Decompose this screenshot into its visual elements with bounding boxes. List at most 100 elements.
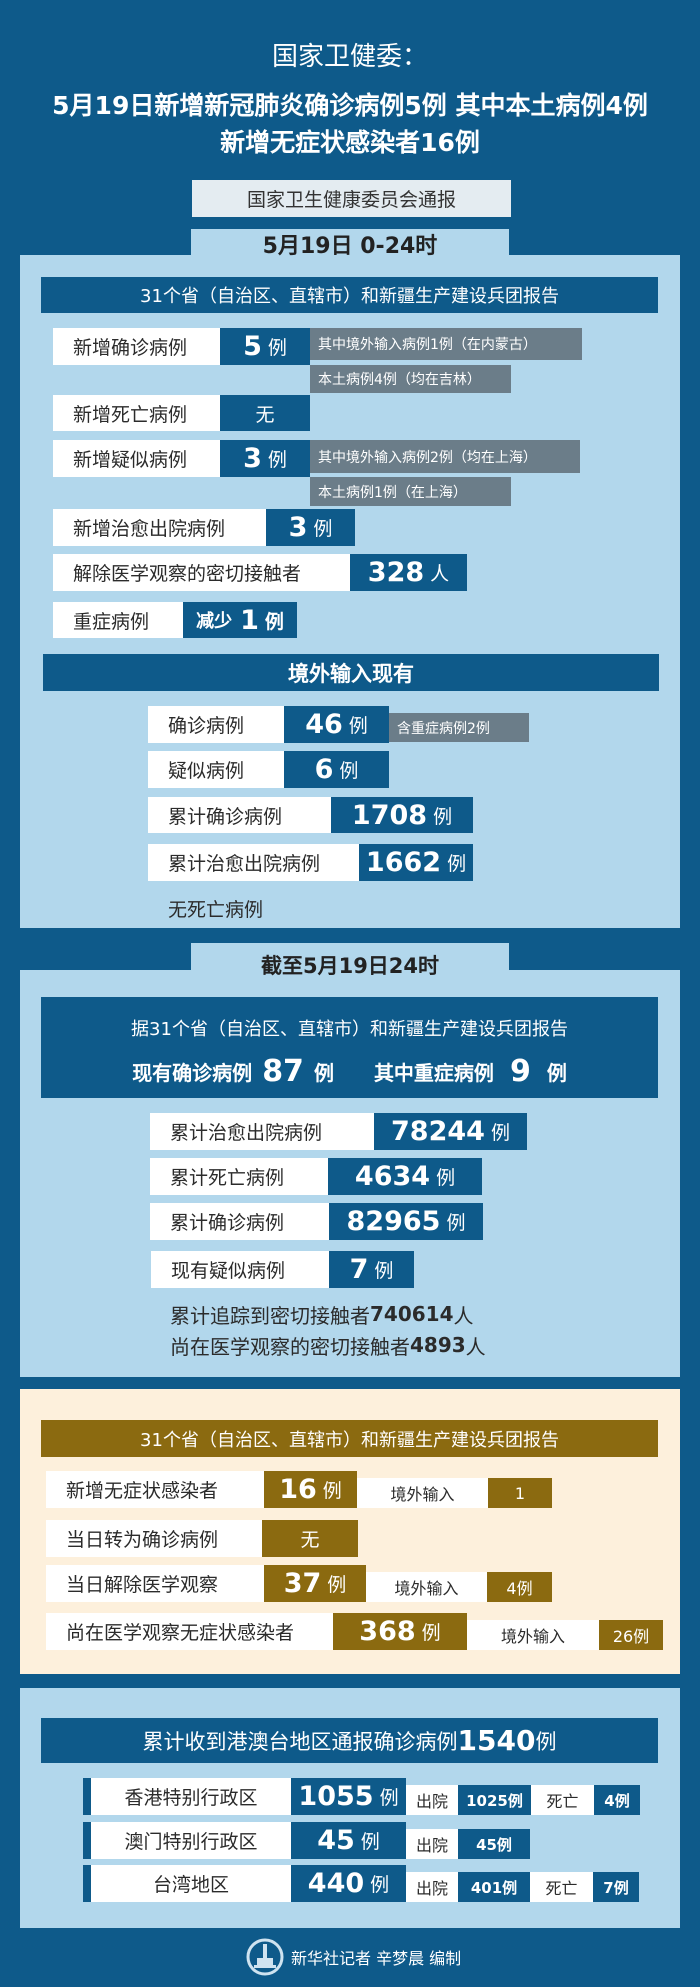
new-confirmed-note-local: 本土病例4例（均在吉林） <box>310 365 511 393</box>
new-asymptomatic-value: 16 例 <box>264 1471 357 1508</box>
value: 82965 <box>346 1206 441 1237</box>
hmt-title: 累计收到港澳台地区通报确诊病例 1540 例 <box>41 1718 658 1763</box>
current-suspected-label: 现有疑似病例 <box>151 1251 329 1288</box>
unit: 例 <box>433 805 453 828</box>
unit: 例 <box>339 760 359 782</box>
total-deaths-value: 4634 例 <box>328 1158 482 1195</box>
unit: 例 <box>264 610 284 633</box>
under-observation-asymptomatic-label: 尚在医学观察无症状感染者 <box>46 1613 333 1650</box>
row-stripe <box>83 1778 91 1815</box>
hk-deaths-label: 死亡 <box>531 1785 594 1815</box>
value: 4634 <box>354 1161 431 1192</box>
imported-total-value: 1708 例 <box>331 797 473 833</box>
unit: 例 <box>327 1574 347 1596</box>
source-label: 国家卫生健康委员会通报 <box>192 180 511 217</box>
value: 5 <box>243 331 262 362</box>
unit: 人 <box>453 1303 474 1328</box>
value: 1662 <box>365 847 442 878</box>
unit: 例 <box>379 1787 399 1809</box>
hk-discharged-value: 1025例 <box>458 1785 531 1815</box>
under-observation-asymptomatic-value: 368 例 <box>333 1613 467 1650</box>
unit: 例 <box>267 449 287 471</box>
imported-suspected-label: 疑似病例 <box>148 751 284 788</box>
unit: 例 <box>374 1260 394 1282</box>
unit: 例 <box>313 1060 334 1085</box>
released-asymptomatic-imported-value: 4例 <box>487 1572 552 1602</box>
contacts-under-observation: 尚在医学观察的密切接触者 4893 人 <box>170 1331 486 1359</box>
value: 37 <box>283 1568 322 1599</box>
unit: 例 <box>360 1831 380 1853</box>
unit: 例 <box>313 518 333 540</box>
macau-discharged-value: 45例 <box>458 1829 530 1859</box>
value: 3 <box>243 443 262 474</box>
unit: 例 <box>267 337 287 359</box>
severe-label: 其中重症病例 <box>373 1060 494 1085</box>
value: 1540 <box>457 1724 536 1757</box>
daily-tab-bg <box>191 229 509 259</box>
value: 46 <box>305 709 343 740</box>
imported-no-deaths: 无死亡病例 <box>168 898 264 921</box>
value: 368 <box>359 1616 416 1647</box>
taiwan-discharged-value: 401例 <box>458 1872 530 1902</box>
current-summary: 现有确诊病例 87 例 其中重症病例 9 例 <box>41 1053 658 1089</box>
macau-value: 45 例 <box>291 1822 406 1859</box>
under-observation-imported-value: 26例 <box>599 1620 663 1650</box>
headline-line1: 5月19日新增新冠肺炎确诊病例5例 其中本土病例4例 <box>52 91 648 120</box>
current-value: 87 <box>262 1053 304 1089</box>
taiwan-deaths-label: 死亡 <box>530 1872 593 1902</box>
cumulative-tab-bg <box>191 943 509 973</box>
imported-recovered-value: 1662 例 <box>359 844 473 881</box>
new-suspected-note-imported: 其中境外输入病例2例（均在上海） <box>310 440 580 473</box>
total-recovered-label: 累计治愈出院病例 <box>150 1113 374 1150</box>
released-asymptomatic-value: 37 例 <box>264 1565 366 1602</box>
current-label: 现有确诊病例 <box>132 1060 253 1085</box>
value: 4893 <box>410 1333 466 1357</box>
imported-total-label: 累计确诊病例 <box>148 797 331 833</box>
released-asymptomatic-imported-label: 境外输入 <box>366 1572 487 1602</box>
unit: 例 <box>348 715 368 737</box>
imported-confirmed-value: 46 例 <box>284 706 389 743</box>
released-contacts-label: 解除医学观察的密切接触者 <box>53 554 350 591</box>
value: 6 <box>314 754 334 785</box>
value: 45 <box>317 1825 355 1856</box>
macau-label: 澳门特别行政区 <box>91 1822 291 1859</box>
hk-value: 1055 例 <box>291 1778 406 1815</box>
imported-confirmed-label: 确诊病例 <box>148 706 284 743</box>
unit: 例 <box>446 1212 466 1234</box>
value: 440 <box>307 1868 365 1899</box>
total-recovered-value: 78244 例 <box>374 1113 527 1150</box>
value: 740614 <box>370 1302 454 1326</box>
unit: 例 <box>370 1874 390 1896</box>
unit: 例 <box>421 1622 441 1644</box>
imported-title: 境外输入现有 <box>43 654 659 691</box>
value: 16 <box>279 1474 317 1505</box>
cumulative-tab: 截至5月19日24时 <box>260 954 440 978</box>
new-asymptomatic-imported-label: 境外输入 <box>357 1478 488 1508</box>
unit: 例 <box>322 1480 342 1502</box>
unit: 例 <box>546 1060 567 1085</box>
footer-credit: 新华社记者 辛梦晨 编制 <box>291 1949 462 1968</box>
new-confirmed-label: 新增确诊病例 <box>53 328 220 365</box>
severe-value: 减少 1 例 <box>183 602 297 638</box>
hk-label: 香港特别行政区 <box>91 1778 291 1815</box>
new-asymptomatic-imported-value: 1 <box>488 1478 552 1508</box>
taiwan-value: 440 例 <box>291 1865 406 1902</box>
unit: 人 <box>430 563 450 585</box>
unit: 人 <box>465 1334 486 1359</box>
new-suspected-note-local: 本土病例1例（在上海） <box>310 477 511 506</box>
new-recovered-label: 新增治愈出院病例 <box>53 509 266 546</box>
label: 累计追踪到密切接触者 <box>170 1303 370 1328</box>
row-stripe <box>83 1822 91 1859</box>
label: 尚在医学观察的密切接触者 <box>170 1334 410 1359</box>
value: 328 <box>367 557 425 588</box>
value: 7 <box>349 1254 369 1285</box>
taiwan-discharged-label: 出院 <box>406 1872 458 1902</box>
total-confirmed-value: 82965 例 <box>329 1203 483 1240</box>
imported-recovered-label: 累计治愈出院病例 <box>148 844 359 881</box>
severe-label: 重症病例 <box>53 602 183 638</box>
contacts-traced: 累计追踪到密切接触者 740614 人 <box>170 1300 474 1328</box>
